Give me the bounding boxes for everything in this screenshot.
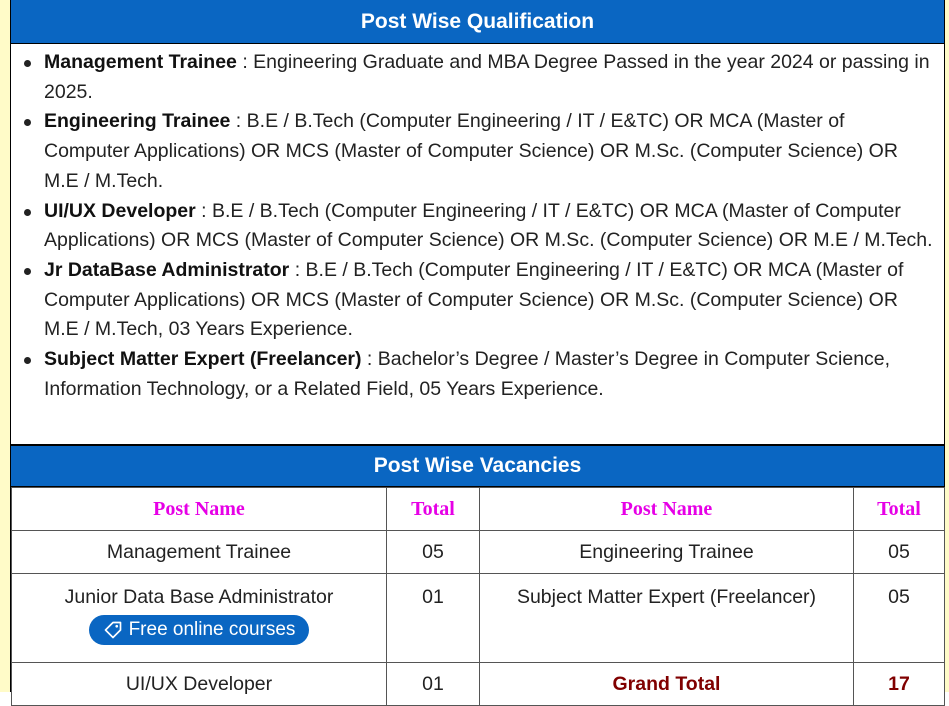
column-header-post-name: Post Name <box>11 487 387 531</box>
column-header-total: Total <box>386 487 480 531</box>
list-item: UI/UX Developer : B.E / B.Tech (Computer… <box>24 197 934 256</box>
table-cell: Junior Data Base Administrator Free onli… <box>11 573 387 663</box>
table-cell: Engineering Trainee <box>479 530 854 574</box>
post-detail: : Engineering Graduate and MBA Degree Pa… <box>44 51 930 103</box>
table-cell: Management Trainee <box>11 530 387 574</box>
grand-total-value: 17 <box>853 662 945 706</box>
post-name: Jr DataBase Administrator <box>44 258 290 281</box>
table-header-row: Post Name Total Post Name Total <box>11 487 945 531</box>
table-cell: UI/UX Developer <box>11 662 387 706</box>
post-detail: : B.E / B.Tech (Computer Engineering / I… <box>44 258 904 341</box>
bullet-icon <box>24 267 31 275</box>
post-name: UI/UX Developer <box>44 199 196 222</box>
table-row: UI/UX Developer 01 Grand Total 17 <box>11 662 945 706</box>
list-item: Subject Matter Expert (Freelancer) : Bac… <box>24 345 934 404</box>
grand-total-label: Grand Total <box>479 662 854 706</box>
bullet-icon <box>24 208 31 216</box>
table-cell: 05 <box>853 530 945 574</box>
post-detail: : B.E / B.Tech (Computer Engineering / I… <box>44 199 933 252</box>
table-cell: 05 <box>386 530 480 574</box>
table-row: Junior Data Base Administrator Free onli… <box>11 573 945 663</box>
list-item: Engineering Trainee : B.E / B.Tech (Comp… <box>24 107 934 196</box>
qualification-header: Post Wise Qualification <box>11 0 944 44</box>
badge-label: Free online courses <box>128 619 296 640</box>
vacancies-table: Post Name Total Post Name Total Manageme… <box>11 487 945 706</box>
qualification-section: Management Trainee : Engineering Graduat… <box>11 44 944 444</box>
free-online-courses-button[interactable]: Free online courses <box>88 615 310 645</box>
post-detail: : Bachelor’s Degree / Master’s Degree in… <box>44 348 891 400</box>
qualification-list: Management Trainee : Engineering Graduat… <box>11 44 944 404</box>
post-detail: : B.E / B.Tech (Computer Engineering / I… <box>44 110 898 192</box>
bullet-icon <box>24 119 31 127</box>
table-row: Management Trainee 05 Engineering Traine… <box>11 530 945 574</box>
list-item: Management Trainee : Engineering Graduat… <box>24 48 934 107</box>
column-header-post-name: Post Name <box>479 487 854 531</box>
content-panel: Post Wise Qualification Management Train… <box>10 0 945 706</box>
post-name: Subject Matter Expert (Freelancer) <box>44 348 362 371</box>
bullet-icon <box>24 357 31 365</box>
list-item: Jr DataBase Administrator : B.E / B.Tech… <box>24 256 934 345</box>
table-cell: Subject Matter Expert (Freelancer) <box>479 573 854 663</box>
bullet-icon <box>24 60 31 67</box>
cell-text: Junior Data Base Administrator <box>64 586 334 608</box>
post-name: Management Trainee <box>44 51 237 73</box>
vacancies-header: Post Wise Vacancies <box>11 444 944 487</box>
post-name: Engineering Trainee <box>44 110 231 133</box>
table-cell: 01 <box>386 662 480 706</box>
table-cell: 05 <box>853 573 945 663</box>
column-header-total: Total <box>853 487 945 531</box>
tag-icon <box>104 621 121 639</box>
table-cell: 01 <box>386 573 480 663</box>
